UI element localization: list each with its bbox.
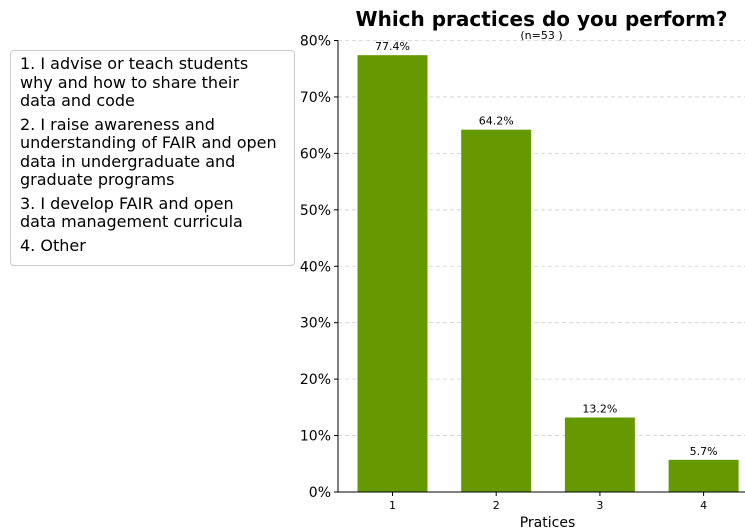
y-tick-label: 20% — [300, 372, 331, 388]
bar — [357, 55, 428, 493]
bar — [461, 129, 532, 492]
bar-value-label: 13.2% — [582, 403, 617, 416]
x-axis-label: Pratices — [520, 515, 576, 530]
y-tick-label: 40% — [300, 259, 331, 275]
bar-value-label: 64.2% — [479, 115, 514, 128]
legend-item: 1. I advise or teach students why and ho… — [20, 54, 249, 110]
legend: 1. I advise or teach students why and ho… — [10, 50, 295, 266]
x-tick-label: 4 — [700, 499, 707, 512]
x-tick-label: 2 — [493, 499, 500, 512]
bar — [564, 417, 635, 492]
legend-item: 3. I develop FAIR and open data manageme… — [20, 193, 243, 231]
y-tick-label: 10% — [300, 429, 331, 445]
bar — [668, 459, 739, 492]
y-tick-label: 0% — [309, 485, 331, 501]
bar-value-label: 5.7% — [690, 445, 718, 458]
chart-title: Which practices do you perform? — [355, 7, 728, 31]
y-tick-label: 60% — [300, 146, 331, 162]
y-tick-label: 70% — [300, 90, 331, 106]
y-tick-label: 30% — [300, 316, 331, 332]
x-tick-label: 3 — [596, 499, 603, 512]
legend-item: 2. I raise awareness and understanding o… — [20, 114, 277, 189]
x-tick-label: 1 — [389, 499, 396, 512]
chart-subtitle: (n=53 ) — [520, 29, 563, 42]
y-tick-label: 50% — [300, 203, 331, 219]
y-tick-label: 80% — [300, 34, 331, 50]
legend-item: 4. Other — [20, 235, 86, 255]
bar-value-label: 77.4% — [375, 40, 410, 53]
